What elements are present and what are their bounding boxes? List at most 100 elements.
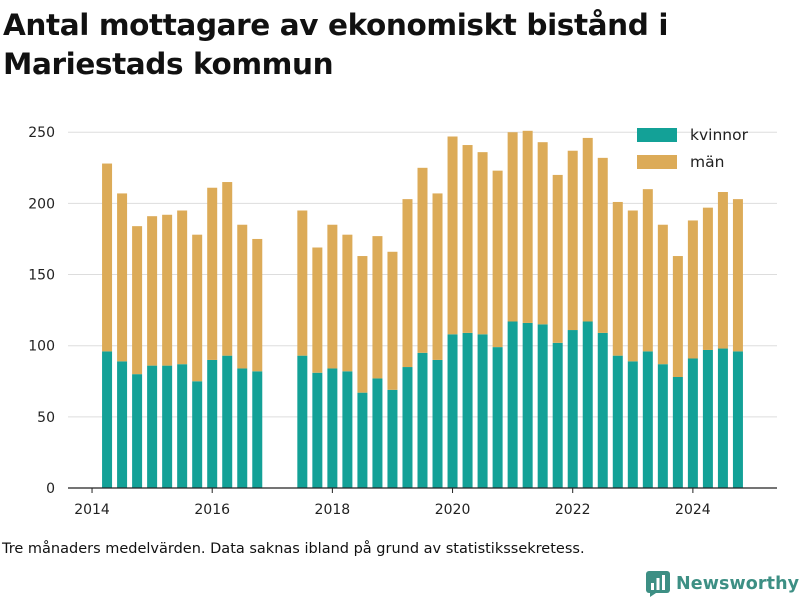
bar-män bbox=[477, 152, 488, 335]
bar-kvinnor bbox=[342, 371, 353, 488]
bar-kvinnor bbox=[687, 358, 698, 488]
bar-män bbox=[357, 256, 368, 393]
bar-män bbox=[372, 236, 383, 379]
y-tick-label: 200 bbox=[28, 196, 55, 212]
bar-kvinnor bbox=[147, 365, 158, 488]
bar-män bbox=[552, 174, 563, 343]
bar-män bbox=[672, 256, 683, 377]
bar-män bbox=[447, 136, 458, 335]
bar-kvinnor bbox=[177, 364, 188, 488]
axes: 0 50 100 150 200 250 2014 2016 2018 2020 2022 2024 bbox=[28, 125, 777, 518]
bar-kvinnor bbox=[537, 324, 548, 488]
x-tick-label: 2022 bbox=[555, 502, 591, 518]
bar-män bbox=[627, 210, 638, 362]
bar-kvinnor bbox=[417, 352, 428, 488]
bar-kvinnor bbox=[567, 330, 578, 488]
bar-män bbox=[612, 201, 623, 356]
bar-män bbox=[402, 199, 413, 368]
x-tick-label: 2018 bbox=[315, 502, 351, 518]
bar-kvinnor bbox=[387, 389, 398, 488]
bar-kvinnor bbox=[372, 378, 383, 488]
bar-kvinnor bbox=[552, 342, 563, 488]
bar-män bbox=[312, 247, 323, 373]
bar-män bbox=[717, 192, 728, 349]
bar-kvinnor bbox=[432, 359, 443, 488]
y-tick-label: 150 bbox=[28, 268, 55, 284]
bar-män bbox=[327, 224, 338, 369]
legend-swatch-kvinnor bbox=[637, 128, 677, 142]
bar-män bbox=[207, 187, 218, 360]
bar-män bbox=[342, 234, 353, 372]
bar-kvinnor bbox=[627, 361, 638, 488]
legend-swatch-män bbox=[637, 155, 677, 169]
brand-name: Newsworthy bbox=[676, 574, 800, 594]
bar-kvinnor bbox=[717, 348, 728, 488]
bar-män bbox=[687, 220, 698, 359]
bar-chart-icon bbox=[646, 571, 670, 597]
brand-logo: Newsworthy bbox=[646, 570, 799, 598]
bar-män bbox=[132, 226, 143, 375]
bar-män bbox=[642, 189, 653, 352]
bar-kvinnor bbox=[312, 372, 323, 488]
y-tick-label: 250 bbox=[28, 125, 55, 141]
bar-kvinnor bbox=[492, 347, 503, 488]
bar-män bbox=[507, 132, 518, 322]
bar-män bbox=[237, 224, 248, 369]
bar-män bbox=[387, 251, 398, 390]
bar-kvinnor bbox=[297, 355, 308, 488]
bars bbox=[102, 130, 743, 488]
legend: kvinnor män bbox=[637, 126, 749, 171]
x-tick-label: 2020 bbox=[435, 502, 471, 518]
y-tick-label: 50 bbox=[37, 410, 55, 426]
bar-kvinnor bbox=[402, 367, 413, 488]
bar-män bbox=[567, 150, 578, 331]
bar-män bbox=[492, 170, 503, 348]
bar-kvinnor bbox=[642, 351, 653, 488]
bar-män bbox=[732, 199, 743, 352]
bar-män bbox=[117, 193, 128, 362]
bar-kvinnor bbox=[117, 361, 128, 488]
bar-kvinnor bbox=[222, 355, 233, 488]
bar-män bbox=[537, 142, 548, 325]
bar-män bbox=[417, 167, 428, 353]
bar-män bbox=[102, 163, 113, 352]
bar-kvinnor bbox=[327, 368, 338, 488]
x-tick-label: 2024 bbox=[675, 502, 711, 518]
bar-kvinnor bbox=[477, 334, 488, 488]
bar-män bbox=[162, 214, 173, 366]
bar-män bbox=[147, 216, 158, 366]
bar-kvinnor bbox=[597, 332, 608, 488]
bar-män bbox=[252, 238, 263, 372]
bar-kvinnor bbox=[612, 355, 623, 488]
bar-kvinnor bbox=[207, 359, 218, 488]
footnote: Tre månaders medelvärden. Data saknas ib… bbox=[2, 541, 585, 557]
bar-män bbox=[462, 145, 473, 333]
legend-label-män: män bbox=[690, 153, 724, 171]
bar-kvinnor bbox=[462, 332, 473, 488]
bar-män bbox=[522, 130, 533, 323]
legend-label-kvinnor: kvinnor bbox=[690, 126, 749, 144]
bar-kvinnor bbox=[237, 368, 248, 488]
y-tick-label: 0 bbox=[46, 481, 55, 497]
y-tick-label: 100 bbox=[28, 339, 55, 355]
bar-män bbox=[597, 157, 608, 333]
bar-män bbox=[177, 210, 188, 365]
bar-kvinnor bbox=[732, 351, 743, 488]
x-tick-label: 2014 bbox=[74, 502, 110, 518]
bar-män bbox=[582, 137, 593, 322]
bar-kvinnor bbox=[657, 364, 668, 488]
bar-kvinnor bbox=[507, 321, 518, 488]
bar-kvinnor bbox=[522, 322, 533, 488]
bar-kvinnor bbox=[582, 321, 593, 488]
bar-män bbox=[432, 193, 443, 360]
bar-män bbox=[222, 182, 233, 356]
bar-män bbox=[702, 207, 713, 350]
bar-män bbox=[297, 210, 308, 356]
bar-kvinnor bbox=[252, 371, 263, 488]
bar-män bbox=[192, 234, 203, 382]
bar-kvinnor bbox=[672, 377, 683, 488]
bar-kvinnor bbox=[132, 374, 143, 488]
bar-kvinnor bbox=[102, 351, 113, 488]
bar-män bbox=[657, 224, 668, 365]
